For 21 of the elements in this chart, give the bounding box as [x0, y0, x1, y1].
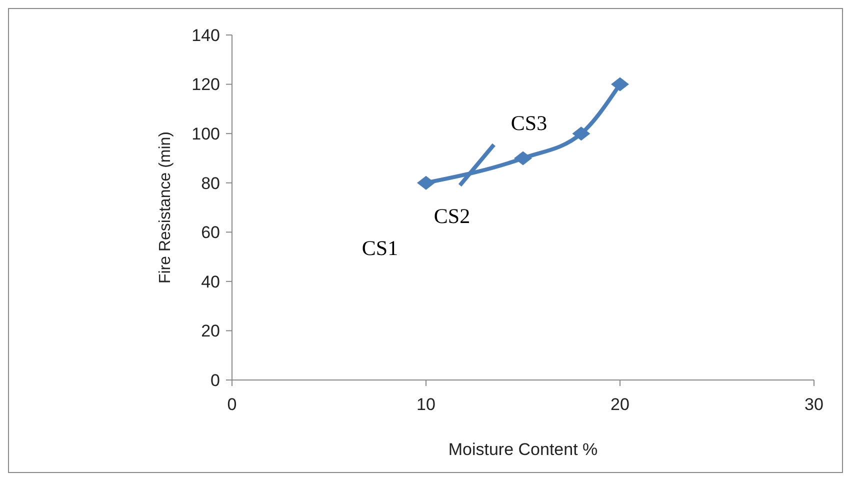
point	[611, 77, 629, 92]
x-tick-label: 20	[610, 395, 630, 414]
x-tick-label: 10	[416, 395, 436, 414]
annotation: CS2	[434, 204, 470, 228]
annotation: CS3	[510, 111, 548, 135]
y-axis-title: Fire Resistance (min)	[157, 131, 174, 284]
y-tick-label: 60	[201, 223, 220, 242]
y-tick-label: 20	[201, 322, 220, 341]
point	[514, 151, 532, 166]
annotation: CS1	[362, 236, 398, 260]
x-tick-label: 0	[227, 395, 237, 414]
x-tick-label: 30	[804, 395, 824, 414]
y-tick-label: 40	[201, 272, 220, 292]
y-tick-label: 80	[201, 174, 220, 193]
point	[417, 176, 435, 190]
x-axis-title: Moisture Content %	[448, 440, 598, 459]
y-tick-label: 100	[192, 124, 220, 144]
point	[572, 126, 590, 141]
y-tick-label: 120	[192, 75, 220, 94]
y-tick-label: 140	[192, 26, 220, 45]
y-tick-label: 0	[210, 370, 220, 390]
